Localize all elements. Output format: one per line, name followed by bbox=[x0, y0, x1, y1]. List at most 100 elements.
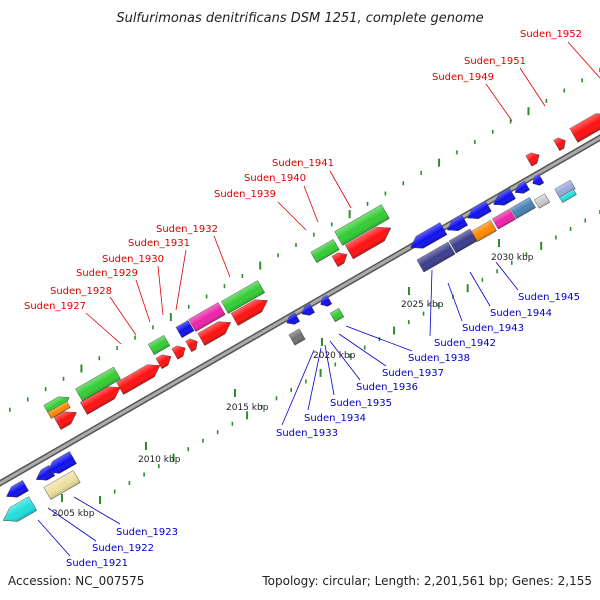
gene-feature[interactable] bbox=[525, 150, 542, 167]
leader-line bbox=[85, 312, 122, 345]
gene-feature[interactable] bbox=[175, 320, 195, 338]
gene-label-suden-1937[interactable]: Suden_1937 bbox=[382, 368, 444, 379]
gene-feature[interactable] bbox=[288, 328, 306, 346]
gene-feature[interactable] bbox=[554, 179, 576, 199]
gene-feature[interactable] bbox=[510, 197, 536, 219]
gene-feature[interactable] bbox=[334, 204, 390, 246]
gene-label-suden-1935[interactable]: Suden_1935 bbox=[330, 398, 392, 409]
gene-label-suden-1940[interactable]: Suden_1940 bbox=[244, 173, 306, 184]
gene-label-suden-1922[interactable]: Suden_1922 bbox=[92, 543, 154, 554]
gene-feature[interactable] bbox=[188, 302, 226, 332]
leader-line bbox=[175, 249, 187, 311]
gene-feature[interactable] bbox=[53, 406, 80, 430]
gene-label-suden-1941[interactable]: Suden_1941 bbox=[272, 158, 334, 169]
gene-feature[interactable] bbox=[471, 220, 497, 242]
gene-label-suden-1923[interactable]: Suden_1923 bbox=[116, 527, 178, 538]
gene-label-suden-1945[interactable]: Suden_1945 bbox=[518, 292, 580, 303]
leader-line bbox=[213, 235, 231, 278]
leader-line bbox=[469, 271, 491, 307]
gene-label-suden-1930[interactable]: Suden_1930 bbox=[102, 254, 164, 265]
leader-line bbox=[345, 325, 413, 352]
leader-line bbox=[329, 170, 352, 209]
gene-feature[interactable] bbox=[147, 335, 171, 355]
gene-label-suden-1938[interactable]: Suden_1938 bbox=[408, 353, 470, 364]
gene-label-suden-1931[interactable]: Suden_1931 bbox=[128, 238, 190, 249]
gene-feature[interactable] bbox=[284, 312, 300, 328]
gene-feature[interactable] bbox=[116, 359, 164, 395]
gene-feature[interactable] bbox=[569, 108, 600, 143]
leader-line bbox=[485, 83, 513, 122]
gene-feature[interactable] bbox=[559, 189, 577, 203]
leader-line bbox=[277, 201, 307, 231]
gene-feature[interactable] bbox=[155, 351, 174, 369]
gene-feature[interactable] bbox=[344, 221, 395, 260]
gene-feature[interactable] bbox=[221, 280, 265, 314]
tick-label-2005: 2005 kbp bbox=[52, 509, 95, 519]
gene-label-suden-1951[interactable]: Suden_1951 bbox=[464, 56, 526, 67]
gene-label-suden-1928[interactable]: Suden_1928 bbox=[50, 286, 112, 297]
gene-feature[interactable] bbox=[75, 366, 121, 402]
gene-feature[interactable] bbox=[185, 336, 201, 352]
gene-feature[interactable] bbox=[512, 180, 530, 197]
label-leader-lines bbox=[37, 41, 600, 557]
gene-label-suden-1949[interactable]: Suden_1949 bbox=[432, 72, 494, 83]
tick-label-2030: 2030 kbp bbox=[491, 253, 534, 263]
accession-text: Accession: NC_007575 bbox=[8, 574, 144, 588]
gene-feature[interactable] bbox=[553, 135, 569, 151]
tick-label-2010: 2010 kbp bbox=[138, 455, 181, 465]
leader-line bbox=[109, 296, 137, 336]
gene-feature[interactable] bbox=[416, 241, 456, 273]
gene-label-suden-1929[interactable]: Suden_1929 bbox=[76, 268, 138, 279]
gene-feature[interactable] bbox=[0, 496, 37, 528]
leader-line bbox=[307, 347, 322, 411]
leader-line bbox=[447, 282, 463, 322]
leader-line bbox=[567, 41, 600, 79]
gene-label-suden-1942[interactable]: Suden_1942 bbox=[434, 338, 496, 349]
leader-line bbox=[495, 261, 519, 291]
gene-feature[interactable] bbox=[197, 316, 234, 346]
upper-gene-labels: Suden_1927 Suden_1928 Suden_1929 Suden_1… bbox=[24, 29, 582, 312]
gene-features bbox=[0, 108, 600, 528]
tick-label-2015: 2015 kbp bbox=[226, 403, 269, 413]
leader-line bbox=[519, 67, 546, 107]
gene-feature[interactable] bbox=[43, 470, 81, 500]
gene-label-suden-1939[interactable]: Suden_1939 bbox=[214, 189, 276, 200]
gene-feature[interactable] bbox=[299, 303, 315, 319]
gene-feature[interactable] bbox=[329, 307, 345, 323]
tick-label-2025: 2025 kbp bbox=[401, 300, 444, 310]
gene-feature[interactable] bbox=[530, 173, 545, 188]
gene-feature[interactable] bbox=[44, 451, 77, 478]
tick-label-2020: 2020 kbp bbox=[313, 351, 356, 361]
leader-line bbox=[73, 496, 121, 525]
gene-label-suden-1927[interactable]: Suden_1927 bbox=[24, 301, 86, 312]
gene-feature[interactable] bbox=[407, 222, 448, 253]
gene-label-suden-1921[interactable]: Suden_1921 bbox=[66, 558, 128, 569]
gene-label-suden-1952[interactable]: Suden_1952 bbox=[520, 29, 582, 40]
gene-label-suden-1934[interactable]: Suden_1934 bbox=[304, 413, 366, 424]
leader-line bbox=[303, 185, 319, 223]
gene-feature[interactable] bbox=[171, 343, 188, 360]
genome-summary-text: Topology: circular; Length: 2,201,561 bp… bbox=[261, 574, 592, 588]
gene-feature[interactable] bbox=[444, 214, 468, 235]
gene-feature[interactable] bbox=[490, 188, 516, 209]
gene-feature[interactable] bbox=[310, 239, 340, 263]
leader-line bbox=[37, 519, 71, 557]
gene-feature[interactable] bbox=[534, 193, 550, 209]
leader-line bbox=[47, 507, 97, 542]
lower-gene-labels: Suden_1921 Suden_1922 Suden_1923 Suden_1… bbox=[66, 292, 580, 569]
map-title: Sulfurimonas denitrificans DSM 1251, com… bbox=[116, 11, 483, 26]
gene-feature[interactable] bbox=[465, 200, 492, 223]
gene-feature[interactable] bbox=[47, 401, 71, 419]
gene-label-suden-1933[interactable]: Suden_1933 bbox=[276, 428, 338, 439]
gene-feature[interactable] bbox=[230, 294, 271, 326]
gene-label-suden-1936[interactable]: Suden_1936 bbox=[356, 382, 418, 393]
leader-line bbox=[329, 340, 361, 381]
gene-label-suden-1943[interactable]: Suden_1943 bbox=[462, 323, 524, 334]
gene-feature[interactable] bbox=[3, 480, 29, 501]
gene-feature[interactable] bbox=[318, 294, 333, 309]
gene-feature[interactable] bbox=[331, 249, 350, 267]
leader-line bbox=[135, 279, 151, 323]
gene-feature[interactable] bbox=[492, 208, 516, 230]
gene-label-suden-1932[interactable]: Suden_1932 bbox=[156, 224, 218, 235]
gene-label-suden-1944[interactable]: Suden_1944 bbox=[490, 308, 552, 319]
